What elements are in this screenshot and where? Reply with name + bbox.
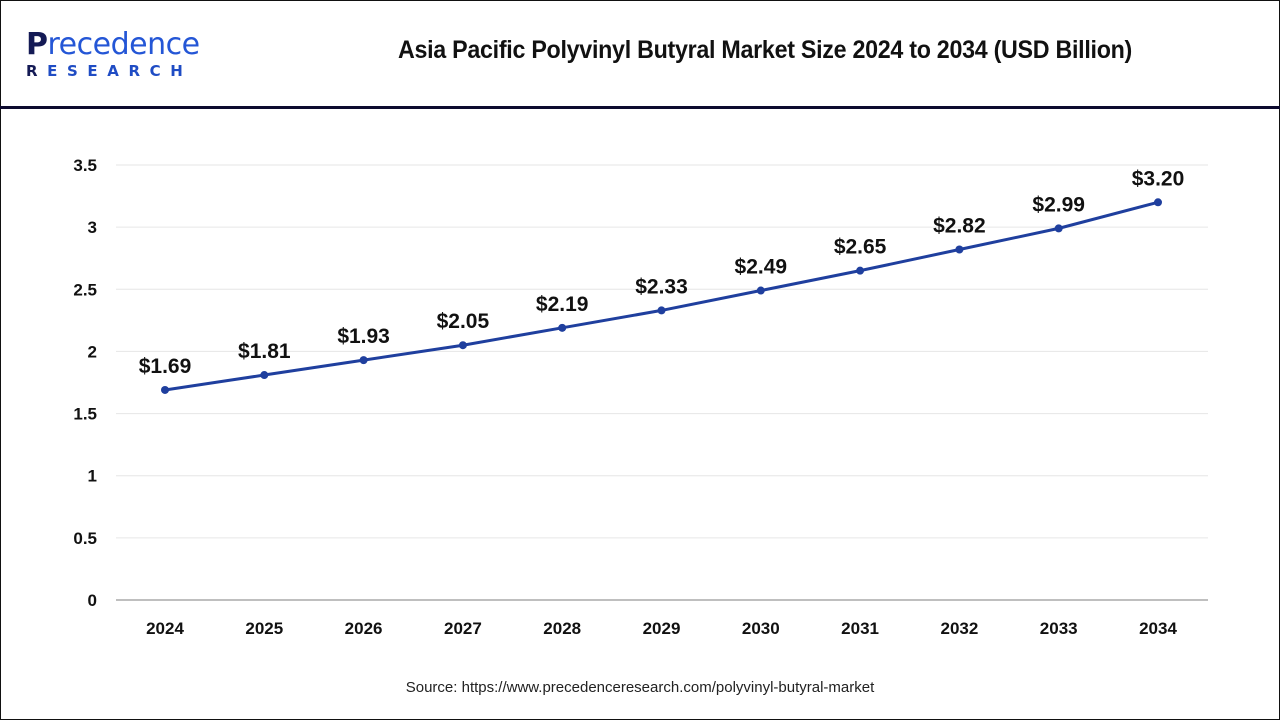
data-point bbox=[856, 266, 865, 275]
x-tick-label: 2026 bbox=[345, 619, 383, 638]
x-tick-label: 2031 bbox=[841, 619, 879, 638]
x-tick-label: 2025 bbox=[245, 619, 283, 638]
data-label: $2.82 bbox=[933, 215, 986, 238]
data-label: $2.33 bbox=[635, 275, 688, 298]
chart-title: Asia Pacific Polyvinyl Butyral Market Si… bbox=[397, 36, 1133, 64]
data-point-markers bbox=[161, 198, 1162, 394]
y-tick-label: 0 bbox=[88, 591, 97, 610]
y-tick-label: 3 bbox=[88, 218, 97, 237]
header-divider bbox=[0, 106, 1280, 109]
data-point bbox=[458, 341, 467, 350]
x-tick-label: 2033 bbox=[1040, 619, 1078, 638]
y-tick-label: 1 bbox=[88, 467, 97, 486]
y-axis-ticks: 0 0.5 1 1.5 2 2.5 3 3.5 bbox=[73, 156, 97, 610]
x-tick-label: 2028 bbox=[543, 619, 581, 638]
data-label: $1.69 bbox=[139, 355, 192, 378]
data-label: $3.20 bbox=[1132, 167, 1185, 190]
data-point bbox=[756, 286, 765, 295]
data-point bbox=[260, 371, 269, 380]
data-label: $1.81 bbox=[238, 340, 291, 363]
x-tick-label: 2034 bbox=[1139, 619, 1177, 638]
data-label: $2.99 bbox=[1032, 193, 1085, 216]
data-point bbox=[558, 323, 567, 332]
y-tick-label: 2.5 bbox=[73, 280, 97, 299]
data-label: $2.19 bbox=[536, 293, 589, 316]
data-point bbox=[955, 245, 964, 254]
data-label: $2.05 bbox=[437, 310, 490, 333]
logo-subtitle: RESEARCH bbox=[26, 62, 193, 80]
data-labels: $1.69 $1.81 $1.93 $2.05 $2.19 $2.33 $2.49 $2.65… bbox=[139, 167, 1185, 378]
x-tick-label: 2030 bbox=[742, 619, 780, 638]
data-point bbox=[359, 356, 368, 365]
x-tick-label: 2032 bbox=[940, 619, 978, 638]
data-point bbox=[1054, 224, 1063, 233]
x-tick-label: 2027 bbox=[444, 619, 482, 638]
logo-wordmark: Precedence bbox=[26, 27, 200, 62]
data-label: $2.65 bbox=[834, 236, 887, 259]
y-tick-label: 2 bbox=[88, 342, 97, 361]
gridlines bbox=[116, 164, 1208, 539]
data-point bbox=[161, 385, 169, 394]
data-point bbox=[1154, 198, 1162, 207]
y-tick-label: 0.5 bbox=[73, 529, 97, 548]
y-tick-label: 1.5 bbox=[73, 405, 97, 424]
precedence-research-logo: Precedence RESEARCH bbox=[22, 28, 222, 84]
source-citation: Source: https://www.precedenceresearch.c… bbox=[405, 679, 875, 696]
data-point bbox=[657, 306, 666, 315]
x-axis-ticks: 2024 2025 2026 2027 2028 2029 2030 2031 2032 2033… bbox=[146, 619, 1177, 638]
y-tick-label: 3.5 bbox=[73, 156, 97, 175]
data-label: $1.93 bbox=[337, 325, 390, 348]
data-label: $2.49 bbox=[735, 256, 788, 279]
x-tick-label: 2024 bbox=[146, 619, 184, 638]
header: Precedence RESEARCH Asia Pacific Polyvin… bbox=[0, 0, 1280, 106]
x-tick-label: 2029 bbox=[643, 619, 681, 638]
